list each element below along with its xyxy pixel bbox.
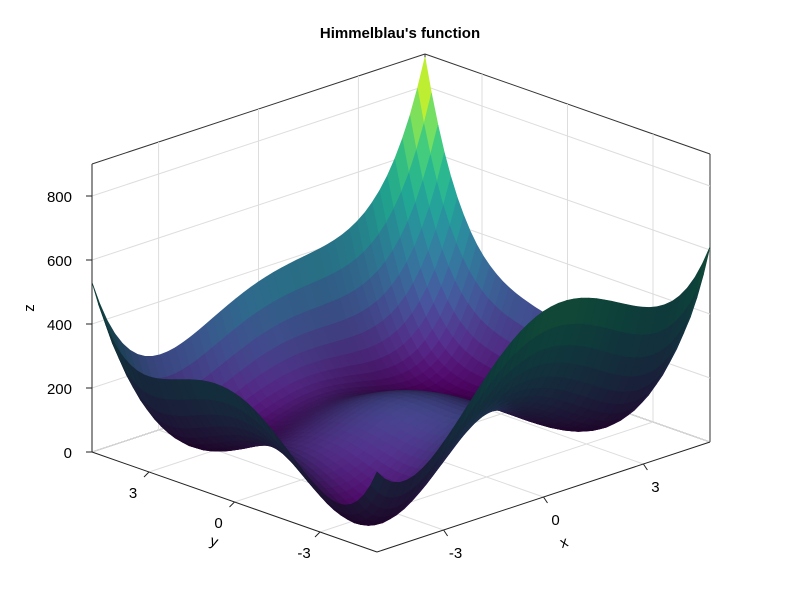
x-tick-mark: [642, 463, 648, 471]
z-tick-label: 800: [47, 189, 72, 206]
x-tick-label: 3: [651, 479, 659, 496]
surface-patch: [106, 319, 122, 356]
z-tick-label: 600: [47, 253, 72, 270]
tick-labels: -3 0 3 -3 0 3 0 200 400 600 800: [47, 189, 660, 562]
x-axis-label: x: [558, 533, 571, 552]
z-tick-label: 0: [64, 445, 72, 462]
z-axis-label: z: [21, 304, 38, 312]
chart-title: Himmelblau's function: [320, 25, 480, 42]
y-tick-label: -3: [297, 545, 310, 562]
y-tick-mark: [143, 471, 150, 478]
x-tick-mark: [443, 529, 449, 537]
gridline: [424, 85, 711, 187]
x-tick-mark: [543, 496, 548, 504]
surface-patch: [99, 303, 114, 343]
z-tick-label: 400: [47, 317, 72, 334]
y-axis-label: y: [208, 532, 221, 551]
y-tick-mark: [229, 501, 235, 508]
gridline: [424, 213, 711, 315]
gridline: [91, 85, 426, 197]
gridline: [424, 149, 711, 251]
y-tick-mark: [314, 531, 321, 538]
y-tick-label: 0: [214, 515, 222, 532]
surface-patch: [370, 471, 385, 494]
x-tick-label: 0: [551, 512, 559, 529]
surface-patch: [695, 246, 711, 292]
surface-mesh: [91, 56, 711, 526]
gridline: [91, 149, 426, 261]
y-tick-label: 3: [129, 485, 137, 502]
x-tick-label: -3: [449, 545, 462, 562]
z-tick-label: 200: [47, 381, 72, 398]
